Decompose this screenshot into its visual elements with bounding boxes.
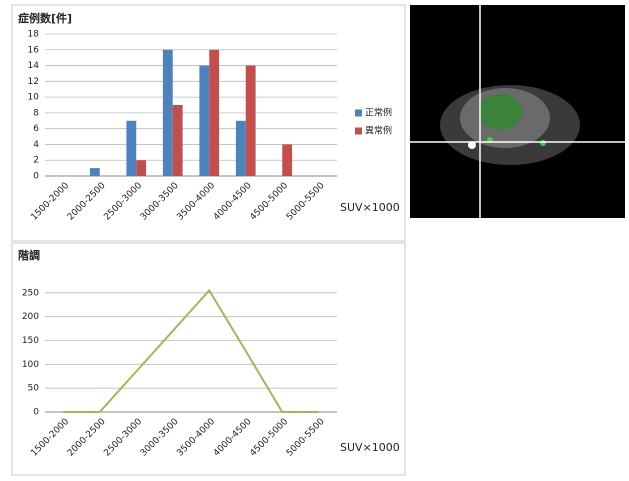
bar (246, 66, 256, 176)
y-tick-label: 12 (28, 77, 39, 87)
y-tick-label: 4 (33, 140, 39, 150)
chart-title: 階調 (18, 248, 40, 262)
scan-highlight (478, 94, 522, 130)
y-tick-label: 50 (28, 384, 40, 394)
y-tick-label: 8 (33, 108, 39, 118)
bar (126, 121, 136, 176)
x-axis-label: SUV×1000 (340, 441, 400, 454)
y-tick-label: 200 (22, 312, 39, 322)
y-tick-label: 16 (28, 45, 40, 55)
legend-label: 異常例 (365, 125, 392, 137)
y-tick-label: 10 (28, 93, 40, 103)
y-tick-label: 0 (33, 172, 39, 182)
scan-spot (540, 140, 546, 146)
bar (136, 160, 146, 176)
bar (282, 144, 292, 176)
bar (199, 66, 209, 176)
screen: 症例数[件]0246810121416181500-20002000-25002… (0, 0, 629, 477)
legend-swatch (355, 128, 362, 135)
bar (236, 121, 246, 176)
x-axis-label: SUV×1000 (340, 201, 400, 214)
y-tick-label: 14 (28, 61, 40, 71)
y-tick-label: 150 (22, 336, 39, 346)
scan-image (410, 5, 625, 218)
chart-title: 症例数[件] (18, 11, 72, 25)
y-tick-label: 2 (33, 156, 39, 166)
legend-swatch (355, 110, 362, 117)
bar (90, 168, 100, 176)
bar (209, 50, 219, 176)
y-tick-label: 0 (33, 408, 39, 418)
bar (163, 50, 173, 176)
y-tick-label: 250 (22, 288, 39, 298)
bar (173, 105, 183, 176)
y-tick-label: 18 (28, 30, 40, 40)
y-tick-label: 100 (22, 360, 39, 370)
y-tick-label: 6 (33, 124, 39, 134)
legend-label: 正常例 (365, 107, 392, 119)
